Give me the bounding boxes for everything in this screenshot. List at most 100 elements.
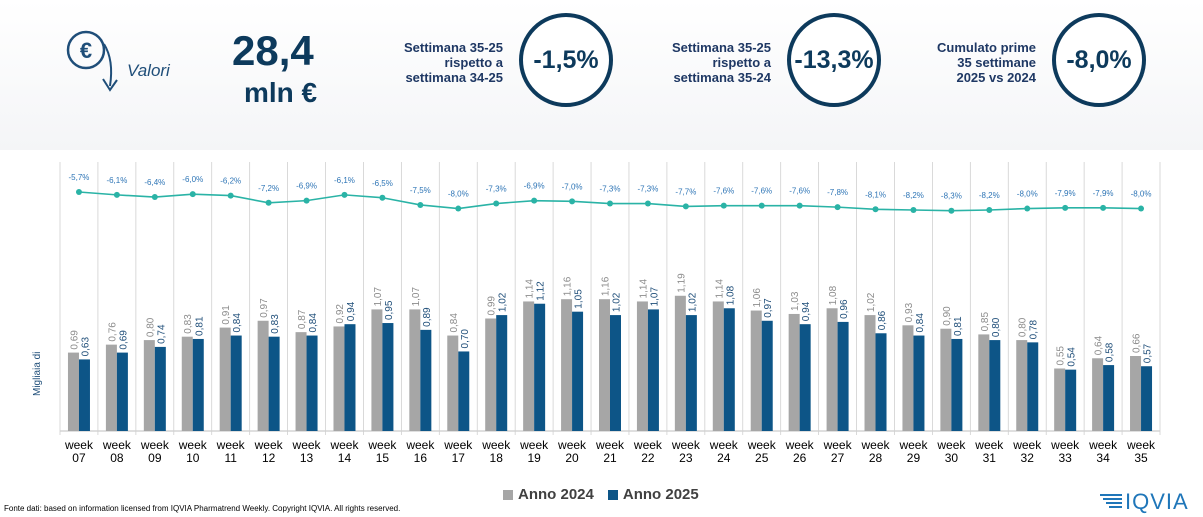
bar-2025 bbox=[723, 308, 735, 431]
trend-label: -8,1% bbox=[865, 190, 886, 199]
trend-label: -6,4% bbox=[144, 178, 165, 187]
data-label-2025: 0,86 bbox=[877, 310, 888, 330]
data-label-2025: 0,80 bbox=[991, 317, 1002, 337]
trend-point bbox=[948, 207, 955, 214]
bar-2024 bbox=[864, 315, 876, 431]
trend-point bbox=[834, 204, 841, 211]
bar-2025 bbox=[875, 333, 887, 431]
bar-2025 bbox=[306, 335, 318, 431]
trend-point bbox=[265, 199, 272, 206]
total-unit: mln € bbox=[244, 77, 318, 108]
data-label-2024: 0,66 bbox=[1132, 333, 1143, 353]
bar-2024 bbox=[1054, 368, 1066, 431]
bar-2025 bbox=[647, 309, 659, 431]
svg-text:€: € bbox=[80, 38, 92, 63]
bar-2025 bbox=[799, 324, 811, 431]
bar-2025 bbox=[1141, 366, 1153, 431]
trend-point bbox=[227, 192, 234, 199]
bar-2024 bbox=[902, 325, 914, 431]
data-label-2024: 1,07 bbox=[373, 287, 384, 307]
bar-2025 bbox=[268, 336, 280, 431]
bar-2025 bbox=[534, 303, 546, 431]
bar-2024 bbox=[674, 295, 686, 431]
bar-2025 bbox=[989, 340, 1001, 431]
bar-2024 bbox=[940, 328, 952, 431]
y-axis-label: Migliaia di bbox=[32, 352, 43, 396]
trend-label: -6,9% bbox=[296, 182, 317, 191]
trend-label: -6,2% bbox=[220, 177, 241, 186]
data-label-2025: 0,84 bbox=[915, 313, 926, 333]
x-tick-label: week 14 bbox=[329, 438, 359, 465]
kpi-1-label: Settimana 35-25 rispetto a settimana 34-… bbox=[404, 40, 503, 85]
x-tick-label: week 21 bbox=[595, 438, 625, 465]
trend-point bbox=[986, 207, 993, 213]
kpi-1-circle: -1,5% bbox=[519, 13, 613, 107]
x-tick-label: week 10 bbox=[178, 438, 208, 465]
valori-label: Valori bbox=[127, 61, 170, 80]
trend-label: -7,2% bbox=[258, 184, 279, 193]
data-label-2024: 0,97 bbox=[259, 298, 270, 318]
trend-point bbox=[151, 194, 158, 201]
trend-point bbox=[379, 194, 386, 201]
trend-label: -7,6% bbox=[713, 187, 734, 196]
bar-2024 bbox=[143, 340, 155, 431]
x-tick-label: week 12 bbox=[254, 438, 284, 465]
trend-label: -7,7% bbox=[675, 187, 696, 196]
trend-point bbox=[1138, 205, 1145, 212]
data-label-2025: 1,12 bbox=[536, 281, 547, 301]
iqvia-logo-text: IQVIA bbox=[1125, 489, 1189, 514]
trend-label: -7,8% bbox=[827, 188, 848, 197]
bar-2024 bbox=[599, 299, 610, 431]
data-label-2024: 0,64 bbox=[1094, 335, 1105, 355]
data-label-2025: 0,70 bbox=[460, 329, 471, 349]
data-label-2024: 0,83 bbox=[183, 314, 194, 334]
x-tick-label: week 26 bbox=[785, 438, 815, 465]
legend-swatch-2024 bbox=[503, 489, 513, 500]
x-tick-label: week 15 bbox=[367, 438, 397, 465]
trend-point bbox=[1100, 204, 1107, 211]
data-label-2024: 0,80 bbox=[145, 317, 156, 337]
bar-2024 bbox=[1016, 340, 1028, 431]
x-tick-label: week 23 bbox=[671, 438, 701, 465]
bar-2025 bbox=[496, 315, 508, 431]
x-tick-label: week 09 bbox=[140, 438, 170, 465]
iqvia-logo-icon bbox=[1100, 494, 1122, 508]
trend-label: -6,9% bbox=[524, 182, 545, 191]
trend-point bbox=[910, 207, 917, 213]
x-tick-label: week 19 bbox=[519, 438, 549, 465]
data-label-2024: 0,87 bbox=[297, 309, 308, 329]
bar-2024 bbox=[371, 309, 383, 431]
data-label-2024: 0,84 bbox=[449, 313, 460, 333]
data-label-2025: 1,07 bbox=[649, 287, 660, 307]
data-label-2024: 0,80 bbox=[1018, 317, 1029, 337]
trend-label: -6,5% bbox=[372, 179, 393, 188]
trend-label: -5,7% bbox=[69, 173, 90, 182]
bar-2024 bbox=[1130, 356, 1142, 431]
bar-2025 bbox=[116, 352, 128, 431]
data-label-2024: 1,07 bbox=[411, 287, 422, 307]
x-tick-label: week 16 bbox=[405, 438, 435, 465]
trend-label: -8,0% bbox=[1017, 190, 1038, 199]
trend-label: -8,3% bbox=[941, 192, 962, 201]
x-tick-label: week 20 bbox=[557, 438, 587, 465]
data-label-2025: 0,81 bbox=[953, 316, 964, 336]
x-tick-label: week 13 bbox=[292, 438, 322, 465]
data-label-2024: 0,92 bbox=[335, 304, 346, 324]
x-tick-label: week 30 bbox=[936, 438, 966, 465]
data-label-2024: 1,19 bbox=[676, 273, 687, 293]
data-label-2024: 1,06 bbox=[752, 288, 763, 308]
bar-2025 bbox=[230, 335, 242, 431]
bar-2024 bbox=[788, 313, 800, 431]
x-tick-label: week 32 bbox=[1012, 438, 1042, 465]
data-label-2025: 1,02 bbox=[687, 292, 698, 312]
iqvia-logo: IQVIA bbox=[1100, 491, 1189, 513]
trend-label: -7,5% bbox=[410, 186, 431, 195]
bar-2024 bbox=[257, 320, 269, 431]
x-tick-label: week 34 bbox=[1088, 438, 1118, 465]
data-label-2024: 0,90 bbox=[942, 306, 953, 326]
kpi-2-circle: -13,3% bbox=[787, 13, 881, 107]
bar-2024 bbox=[409, 309, 421, 431]
bar-2025 bbox=[344, 324, 356, 431]
x-tick-label: week 17 bbox=[443, 438, 473, 465]
total-value: 28,4 bbox=[232, 27, 314, 74]
